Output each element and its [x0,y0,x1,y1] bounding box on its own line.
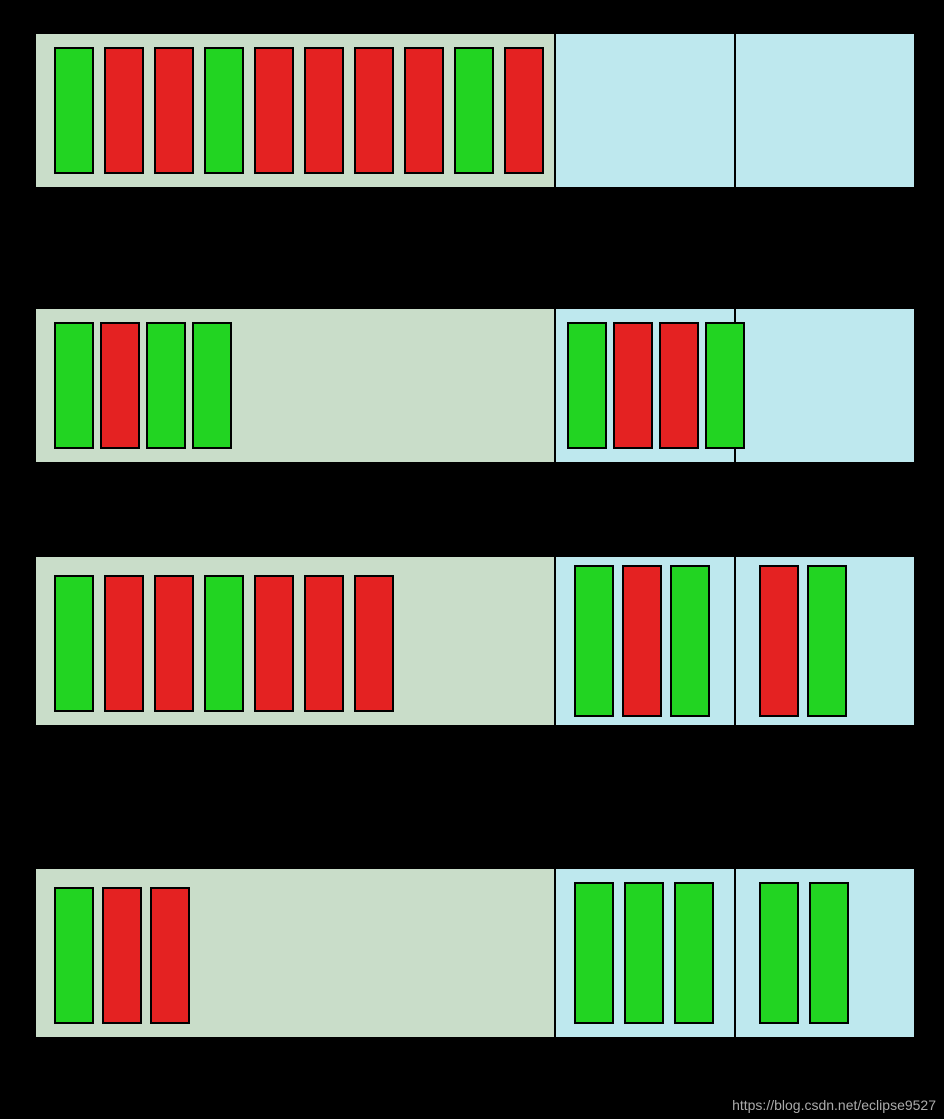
connector [455,272,640,295]
eden-label-1: Eden [278,470,312,486]
s0-region-0 [555,33,735,188]
eden-bar-0-4 [255,48,293,173]
eden-bar-0-6 [355,48,393,173]
eden-bar-0-5 [305,48,343,173]
gc-diagram: Eden S0 S1 Eden S0 S1 Eden S0 S1 Eden S0 [0,0,944,1119]
eden-bar-3-1 [103,888,141,1023]
s1-label-1: S1 [816,470,833,486]
s0-label-0: S0 [636,195,653,211]
eden-bar-0-3 [205,48,243,173]
eden-bar-0-0 [55,48,93,173]
connector [695,463,830,510]
eden-bar-3-2 [151,888,189,1023]
eden-bar-2-4 [255,576,293,711]
eden-bar-3-0 [55,888,93,1023]
eden-bar-0-8 [455,48,493,173]
eden-bar-2-3 [205,576,243,711]
s0-label-2: S0 [636,733,653,749]
watermark: https://blog.csdn.net/eclipse9527 [732,1097,936,1113]
eden-bar-0-9 [505,48,543,173]
s0-bar-3-0 [575,883,613,1023]
eden-bar-2-6 [355,576,393,711]
eden-bar-0-2 [155,48,193,173]
s0-label-1: S0 [636,470,653,486]
s1-bar-3-1 [810,883,848,1023]
eden-bar-1-0 [55,323,93,448]
eden-bar-1-3 [193,323,231,448]
s0-bar-2-0 [575,566,613,716]
s0-bar-1-1 [614,323,652,448]
s1-region-0 [735,33,915,188]
eden-bar-0-1 [105,48,143,173]
s1-bar-2-0 [760,566,798,716]
eden-bar-2-0 [55,576,93,711]
eden-bar-0-7 [405,48,443,173]
eden-bar-2-5 [305,576,343,711]
s0-bar-3-2 [675,883,713,1023]
s0-bar-1-0 [568,323,606,448]
s1-bar-3-0 [760,883,798,1023]
s0-bar-1-2 [660,323,698,448]
eden-label-0: Eden [278,195,312,211]
eden-bar-1-2 [147,323,185,448]
s1-region-1 [735,308,915,463]
connector [640,272,855,295]
eden-bar-2-2 [155,576,193,711]
eden-bar-1-1 [101,323,139,448]
s1-label-0: S1 [816,195,833,211]
s1-label-2: S1 [816,751,833,767]
s0-bar-2-1 [623,566,661,716]
s0-label-3: S0 [636,1045,653,1061]
s1-bar-2-1 [808,566,846,716]
eden-bar-2-1 [105,576,143,711]
connector [75,272,455,308]
eden-label-2: Eden [278,733,312,749]
s0-bar-3-1 [625,883,663,1023]
s0-bar-1-3 [706,323,744,448]
eden-label-3: Eden [278,1045,312,1061]
s0-bar-2-2 [671,566,709,716]
